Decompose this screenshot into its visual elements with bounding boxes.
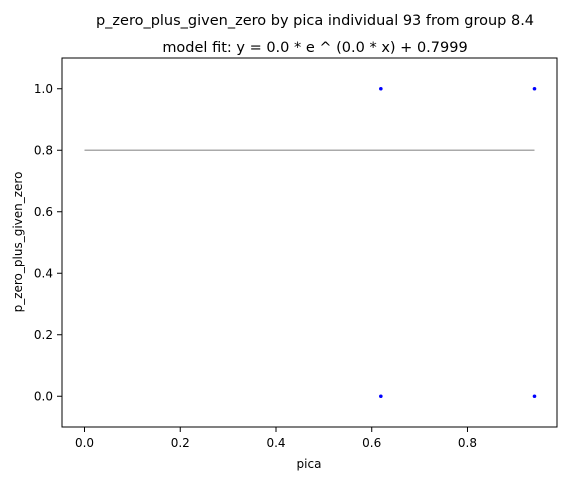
- data-point: [379, 394, 383, 399]
- x-axis: 0.0 0.2 0.4 0.6 0.8: [75, 427, 477, 450]
- plot-area: [61, 57, 558, 428]
- y-tick-label: 0.4: [34, 266, 53, 280]
- chart-subtitle: model fit: y = 0.0 * e ^ (0.0 * x) + 0.7…: [162, 40, 467, 56]
- x-tick-label: 0.8: [458, 436, 477, 450]
- y-tick-label: 0.8: [34, 143, 53, 157]
- x-tick-label: 0.2: [171, 436, 190, 450]
- y-tick-label: 0.6: [34, 205, 53, 219]
- data-point: [532, 86, 537, 91]
- y-tick-label: 0.0: [34, 389, 53, 403]
- x-tick-label: 0.6: [362, 436, 381, 450]
- x-tick-label: 0.0: [75, 436, 94, 450]
- x-axis-label: pica: [297, 457, 322, 471]
- y-axis-label: p_zero_plus_given_zero: [11, 172, 25, 313]
- x-tick-label: 0.4: [266, 436, 285, 450]
- data-point: [532, 394, 537, 399]
- y-tick-label: 1.0: [34, 82, 53, 96]
- y-tick-label: 0.2: [34, 328, 53, 342]
- chart-title: p_zero_plus_given_zero by pica individua…: [96, 13, 534, 29]
- y-axis: 0.0 0.2 0.4 0.6 0.8 1.0: [34, 82, 62, 403]
- data-point: [379, 86, 383, 91]
- series-layer: [84, 86, 537, 399]
